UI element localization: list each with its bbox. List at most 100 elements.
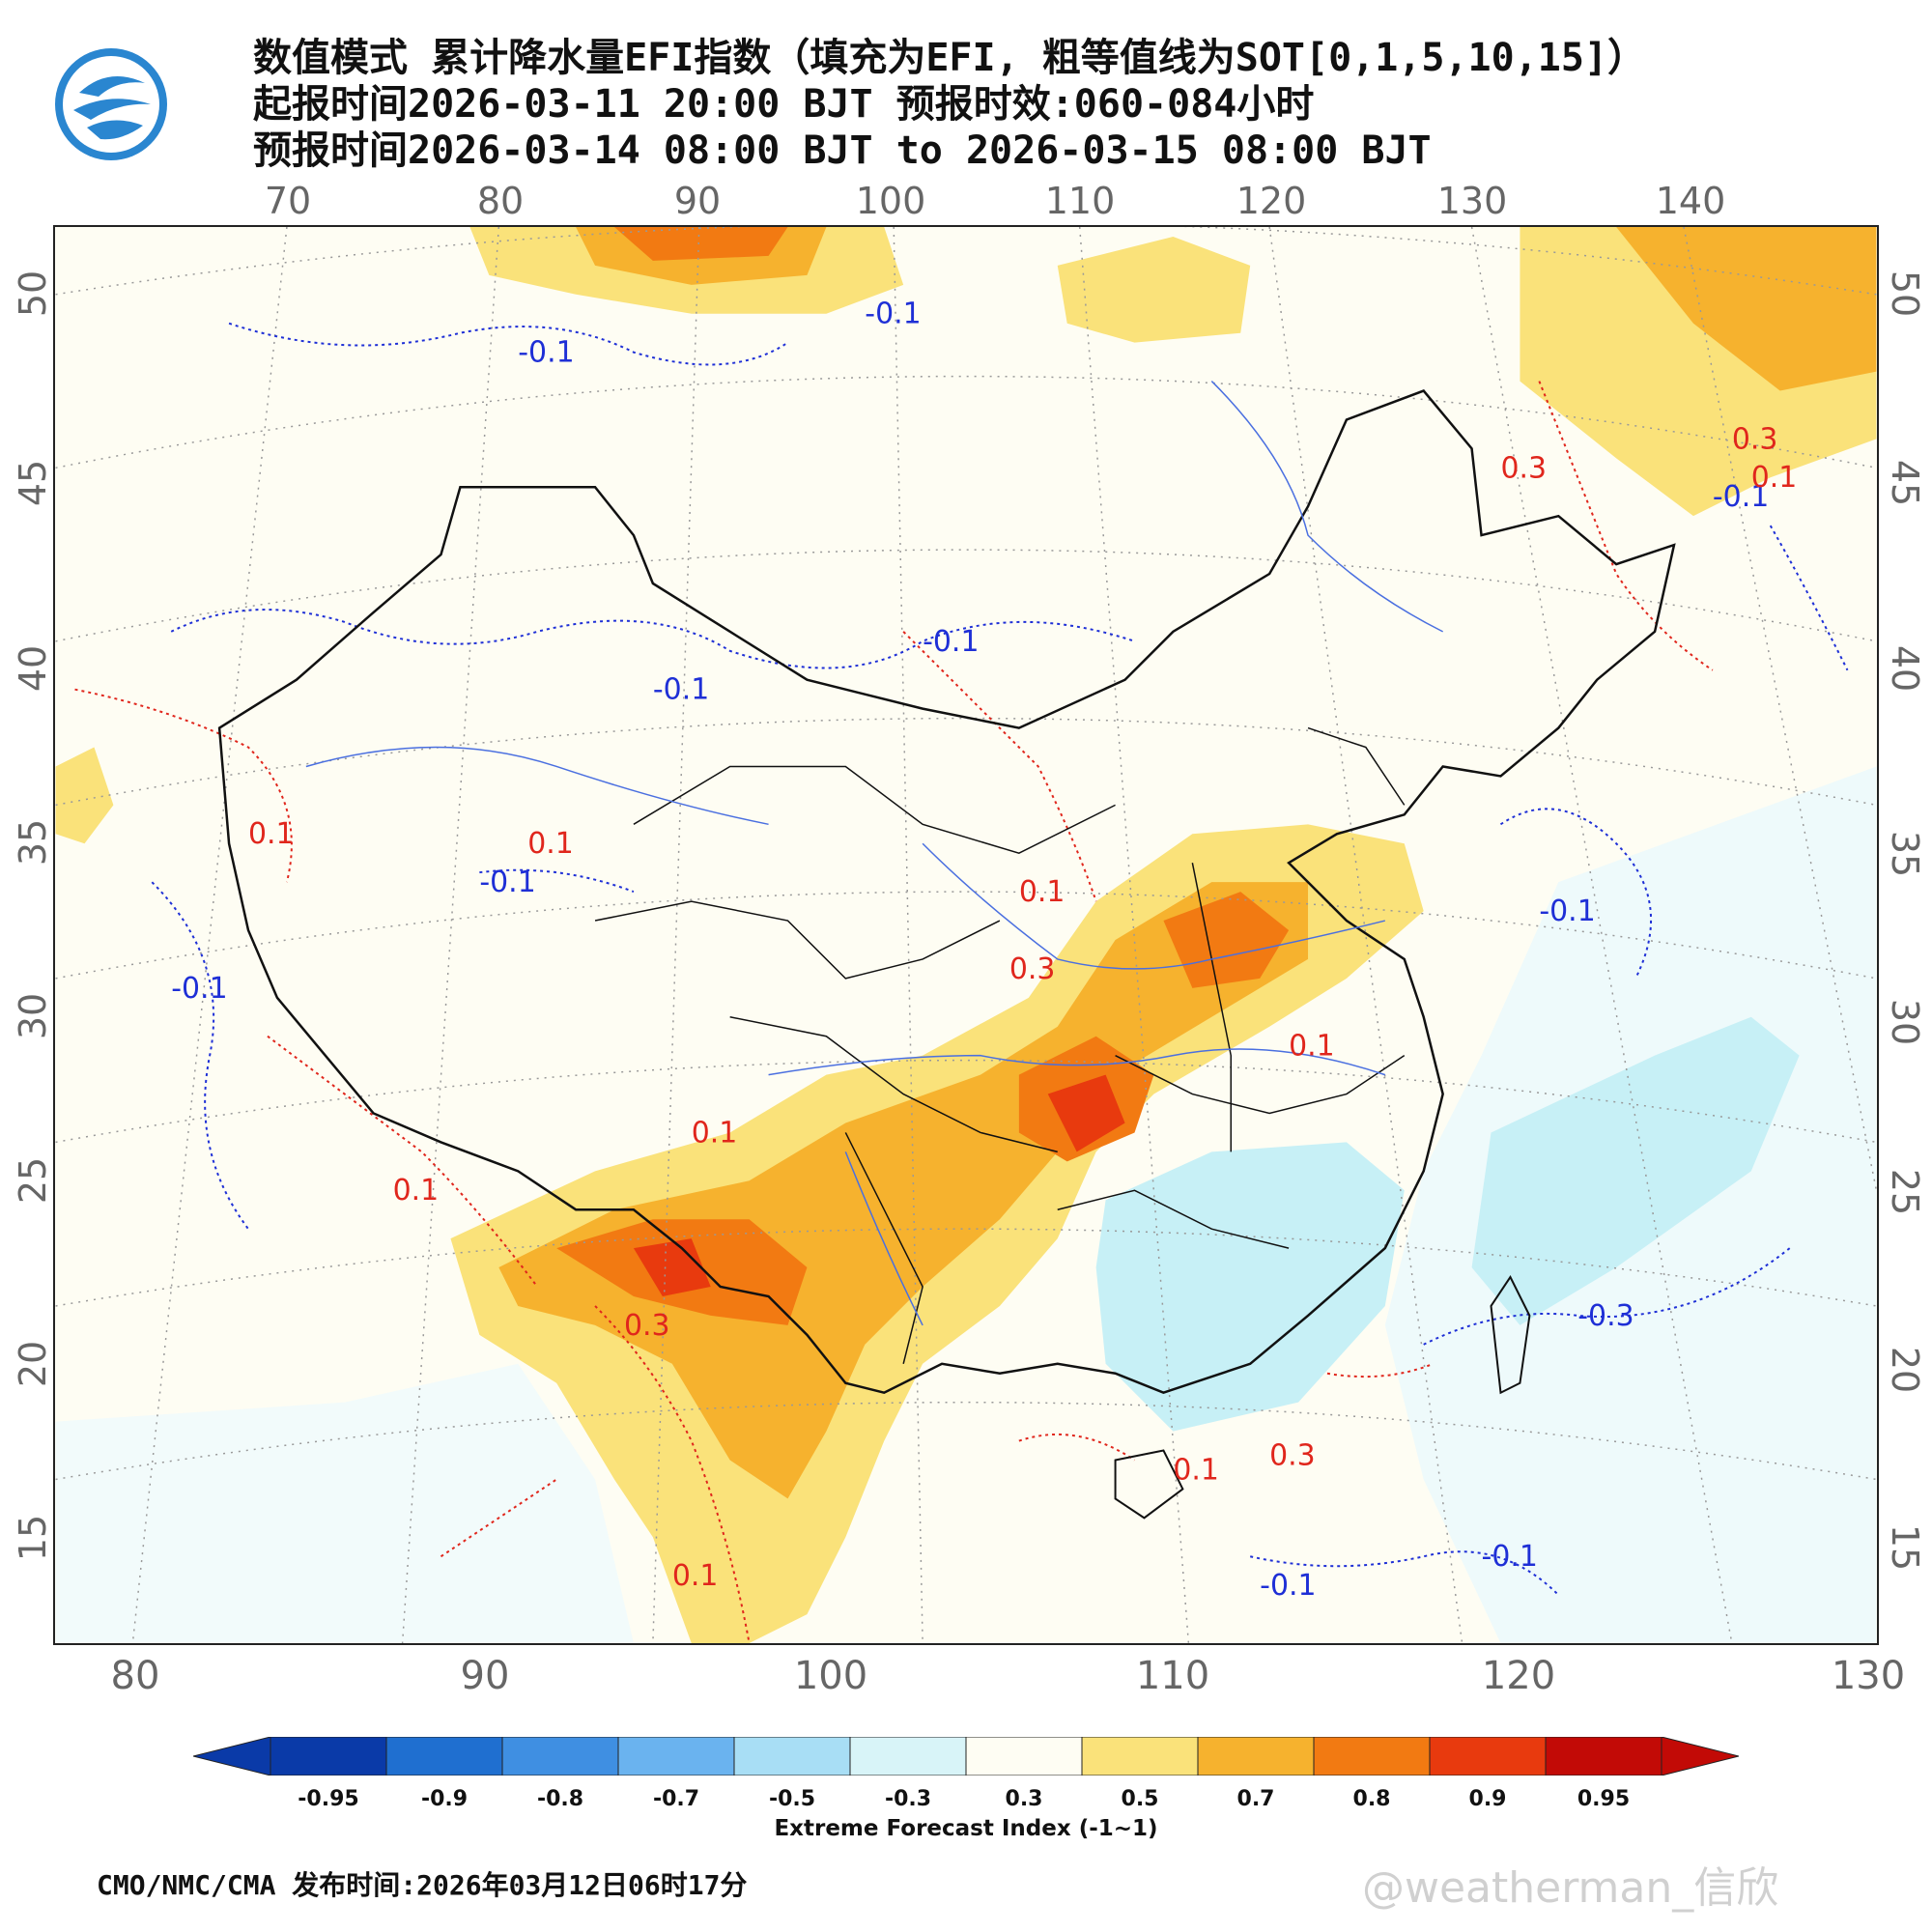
efi-positive-region: [633, 1238, 711, 1296]
negative-contour: [170, 609, 1135, 669]
lat-right-label: 40: [1884, 644, 1927, 693]
lat-left-label: 15: [12, 1514, 55, 1562]
efi-positive-region: [498, 882, 1309, 1499]
lat-right-label: 30: [1884, 998, 1927, 1046]
contour-label: -0.1: [171, 972, 227, 1006]
lat-right-label: 45: [1884, 459, 1927, 507]
lat-left-label: 45: [12, 459, 55, 507]
lon-bottom-label: 130: [1831, 1654, 1906, 1698]
graticule: [55, 1401, 1877, 1481]
lat-left-label: 25: [12, 1156, 55, 1205]
positive-contour: [1018, 1433, 1136, 1462]
colorbar-label: 0.3: [1005, 1787, 1043, 1811]
colorbar-segment: [1429, 1737, 1547, 1776]
province-border: [1307, 726, 1406, 806]
contour-label: 0.1: [672, 1559, 719, 1593]
contour-label: -0.1: [1713, 480, 1769, 514]
river: [305, 746, 769, 826]
lon-bottom-label: 110: [1135, 1654, 1210, 1698]
province-border: [633, 765, 1116, 855]
positive-contour: [440, 1478, 557, 1558]
lat-right-label: 15: [1884, 1523, 1927, 1572]
contour-label: -0.1: [865, 298, 921, 331]
contour-label: 0.3: [1269, 1439, 1316, 1473]
efi-positive-region: [1616, 227, 1877, 391]
contour-label: 0.3: [1009, 952, 1056, 986]
bay-of-bengal: [55, 1363, 634, 1643]
negative-contour: [1499, 808, 1653, 980]
lon-bottom-label: 120: [1481, 1654, 1556, 1698]
graticule: [401, 227, 500, 1643]
colorbar-label: -0.7: [652, 1787, 700, 1811]
province-border: [1191, 863, 1232, 1152]
negative-contour: [151, 881, 249, 1230]
lat-right-label: 35: [1884, 830, 1927, 878]
contour-label: 0.1: [1173, 1453, 1219, 1487]
graticule: [1683, 227, 1877, 1191]
colorbar-label: -0.9: [420, 1787, 469, 1811]
contour-label: 0.1: [1289, 1030, 1335, 1064]
lat-right-label: 25: [1884, 1168, 1927, 1216]
colorbar-segment: [1081, 1737, 1199, 1776]
colorbar: [193, 1737, 1739, 1776]
negative-contour: [228, 322, 789, 366]
colorbar-segment: [1313, 1737, 1431, 1776]
colorbar-label: 0.9: [1468, 1787, 1507, 1811]
footer-source: CMO/NMC/CMA 发布时间:2026年03月12日06时17分: [97, 1869, 748, 1901]
colorbar-label: 0.8: [1352, 1787, 1391, 1811]
colorbar-segment: [617, 1737, 735, 1776]
map-canvas: -0.1 -0.1 -0.1 -0.1 -0.1 -0.1 -0.1 -0.1 …: [55, 227, 1877, 1643]
contour-label: 0.1: [692, 1116, 738, 1150]
positive-contour: [1538, 381, 1714, 671]
island-hainan: [1114, 1449, 1184, 1520]
colorbar-label: -0.3: [884, 1787, 932, 1811]
contour-label: 0.1: [248, 817, 295, 851]
contour-label: -0.1: [479, 866, 535, 899]
lat-right-label: 20: [1884, 1346, 1927, 1394]
lat-left-label: 40: [12, 644, 55, 693]
contour-label: -0.1: [653, 673, 709, 707]
colorbar-extend-low: [193, 1737, 271, 1776]
province-border: [844, 1132, 923, 1364]
colorbar-label: 0.5: [1121, 1787, 1159, 1811]
colorbar-label: -0.8: [536, 1787, 584, 1811]
lat-left-label: 20: [12, 1340, 55, 1388]
lon-bottom-label: 100: [793, 1654, 868, 1698]
positive-contour: [902, 631, 1097, 902]
colorbar-segment: [1197, 1737, 1315, 1776]
island-taiwan: [1490, 1275, 1531, 1395]
lon-top-label: 90: [673, 180, 722, 222]
graticule: [1470, 227, 1733, 1643]
contour-label: 0.1: [1751, 461, 1798, 495]
graticule: [55, 1059, 1877, 1144]
efi-negative-region: [1095, 1142, 1405, 1432]
colorbar-segment: [733, 1737, 851, 1776]
graticule: [55, 1228, 1877, 1307]
colorbar-label: -0.5: [768, 1787, 816, 1811]
title-line-3: 预报时间2026-03-14 08:00 BJT to 2026-03-15 0…: [253, 128, 1432, 173]
country-border: [217, 389, 1676, 1395]
contour-label: -0.1: [1539, 895, 1595, 928]
colorbar-segment: [270, 1737, 387, 1776]
graticule: [131, 227, 288, 1643]
graticule: [652, 227, 700, 1643]
contour-label: -0.1: [1260, 1569, 1316, 1603]
colorbar-segment: [965, 1737, 1083, 1776]
lon-bottom-label: 80: [110, 1654, 160, 1698]
graticule: [55, 717, 1877, 807]
contour-label: 0.3: [624, 1309, 670, 1343]
contour-label: -0.1: [518, 336, 574, 370]
contour-label: -0.1: [923, 625, 979, 659]
lat-left-label: 35: [12, 818, 55, 867]
contour-label: 0.3: [1732, 422, 1778, 456]
contour-label: 0.1: [393, 1174, 440, 1208]
lon-top-label: 100: [855, 180, 926, 222]
colorbar-segment: [501, 1737, 619, 1776]
province-border: [1115, 1054, 1406, 1115]
colorbar-segment: [385, 1737, 503, 1776]
title-line-1: 数值模式 累计降水量EFI指数（填充为EFI, 粗等值线为SOT[0,1,5,1…: [253, 36, 1647, 80]
lon-bottom-label: 90: [460, 1654, 510, 1698]
colorbar-label: -0.95: [298, 1787, 359, 1811]
province-border: [594, 900, 1001, 980]
contour-label: -0.3: [1577, 1299, 1634, 1333]
